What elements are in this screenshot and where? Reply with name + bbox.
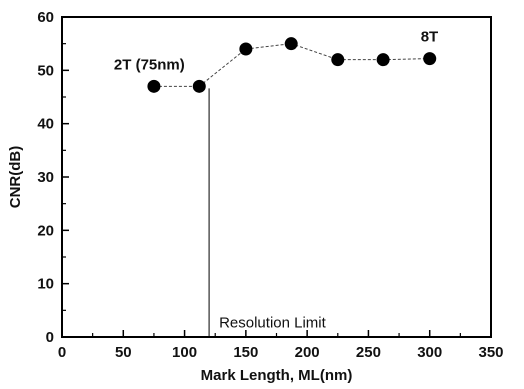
x-tick-label: 150 (233, 344, 258, 361)
data-point (376, 53, 390, 67)
annotation-resolution-limit: Resolution Limit (219, 314, 327, 331)
x-tick-label: 50 (115, 344, 132, 361)
annotation-label-8t: 8T (421, 29, 439, 46)
data-point (284, 37, 298, 51)
x-tick-label: 0 (58, 344, 66, 361)
data-point (423, 52, 437, 66)
y-tick-label: 30 (37, 169, 54, 186)
data-point (331, 53, 345, 67)
y-tick-label: 20 (37, 222, 54, 239)
annotation-label-2t: 2T (75nm) (114, 56, 185, 73)
data-point (147, 79, 161, 93)
x-tick-label: 250 (356, 344, 381, 361)
y-tick-label: 10 (37, 276, 54, 293)
y-axis-ticks: 0 10 20 30 40 50 60 (37, 9, 69, 346)
x-tick-label: 300 (417, 344, 442, 361)
x-axis-ticks: 0 50 100 150 200 250 300 350 (58, 330, 504, 361)
y-tick-label: 60 (37, 9, 54, 26)
y-axis-title: CNR(dB) (7, 146, 24, 208)
annotations: 2T (75nm) 8T Resolution Limit (114, 29, 438, 332)
y-tick-label: 50 (37, 62, 54, 79)
y-tick-label: 0 (46, 329, 54, 346)
x-tick-label: 350 (478, 344, 503, 361)
data-point (239, 42, 253, 56)
x-axis-title: Mark Length, ML(nm) (201, 367, 353, 384)
x-tick-label: 200 (295, 344, 320, 361)
data-points (147, 37, 437, 93)
x-tick-label: 100 (172, 344, 197, 361)
y-tick-label: 40 (37, 116, 54, 133)
data-point (192, 79, 206, 93)
